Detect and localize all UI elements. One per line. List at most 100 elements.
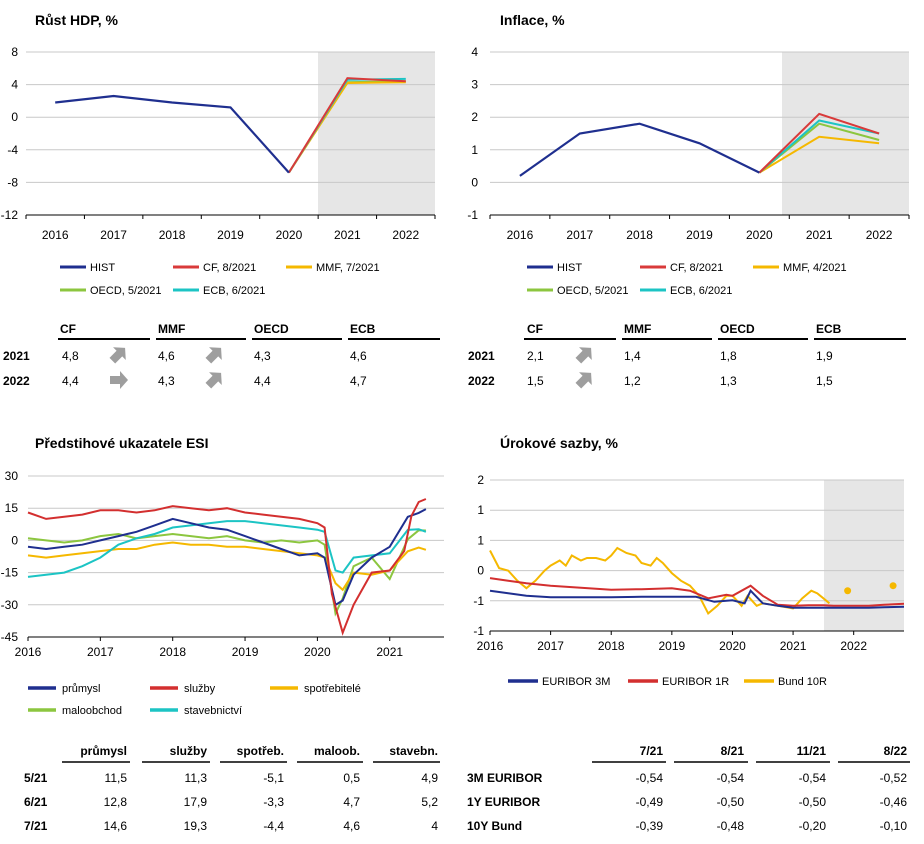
- rates-table-row-label: 10Y Bund: [467, 819, 522, 833]
- gdp-table-cell: 4,3: [254, 349, 271, 363]
- y-tick-label: -15: [1, 566, 19, 580]
- x-tick-label: 2020: [276, 228, 303, 242]
- gdp-forecast-table: CF MMF OECD ECB 2021 4,8 4,6 4,3 4,6 202…: [3, 322, 440, 389]
- series-line: [27, 520, 427, 578]
- rates-table-cell: -0,46: [880, 795, 908, 809]
- gdp-panel: Růst HDP, % 840-4-8-12 2016 2017 2018 2019 2…: [1, 12, 436, 297]
- esi-title: Předstihové ukazatele ESI: [35, 435, 209, 451]
- x-tick-label: 2018: [159, 645, 186, 659]
- y-tick-label: -1: [473, 624, 484, 638]
- y-tick-label: -45: [1, 630, 19, 644]
- esi-table-cell: 14,6: [104, 819, 128, 833]
- x-tick-label: 2018: [159, 228, 186, 242]
- legend-label: CF, 8/2021: [203, 262, 256, 274]
- x-tick-label: 2022: [392, 228, 419, 242]
- x-tick-label: 2016: [477, 639, 504, 653]
- x-tick-label: 2018: [598, 639, 625, 653]
- esi-panel: Předstihové ukazatele ESI 30 15 0 -15 -30 -45…: [1, 435, 444, 717]
- infl-table-header-ecb: ECB: [816, 322, 842, 336]
- series-line: [288, 77, 406, 174]
- rates-table-cell: -0,50: [717, 795, 745, 809]
- infl-table-cell: 1,3: [720, 374, 737, 388]
- x-tick-label: 2020: [304, 645, 331, 659]
- legend-label: stavebnictví: [184, 705, 242, 717]
- gdp-table-header-mmf: MMF: [158, 322, 185, 336]
- esi-table-cell: 11,5: [105, 771, 128, 785]
- arrow-up-right-icon: [575, 372, 592, 389]
- legend-label: služby: [184, 683, 216, 695]
- x-tick-label: 2017: [87, 645, 114, 659]
- gdp-y-axis: 8 4 0 -4 -8 -12: [1, 45, 435, 222]
- legend-label: EURIBOR 3M: [542, 676, 610, 688]
- x-tick-label: 2018: [626, 228, 653, 242]
- arrow-up-right-icon: [109, 347, 126, 364]
- esi-x-axis: 2016 2017 2018 2019 2020 2021: [15, 637, 403, 659]
- y-tick-label: -8: [7, 175, 18, 189]
- esi-grid: [28, 475, 444, 638]
- gdp-table-cell: 4,7: [350, 374, 367, 388]
- legend-label: HIST: [90, 262, 115, 274]
- series-line: [489, 577, 905, 607]
- gdp-table-cell: 4,4: [254, 374, 271, 388]
- gdp-table-cell: 4,4: [62, 374, 79, 388]
- esi-y-axis: 30 15 0 -15 -30 -45: [1, 469, 444, 644]
- esi-table-cell: -4,4: [263, 819, 284, 833]
- y-tick-label: 8: [11, 45, 18, 59]
- x-tick-label: 2019: [686, 228, 713, 242]
- series-line: [489, 546, 831, 615]
- x-tick-label: 2021: [334, 228, 361, 242]
- legend-label: MMF, 4/2021: [783, 262, 847, 274]
- y-tick-label: -4: [7, 143, 18, 157]
- rates-table-header: 7/21: [640, 744, 664, 758]
- y-tick-label: 4: [11, 78, 18, 92]
- infl-table-cell: 1,2: [624, 374, 641, 388]
- gdp-legend: HIST CF, 8/2021 MMF, 7/2021 OECD, 5/2021 ECB…: [60, 262, 380, 297]
- legend-label: OECD, 5/2021: [557, 285, 629, 297]
- y-tick-label: -1: [467, 208, 478, 222]
- rates-table-cell: -0,20: [799, 819, 827, 833]
- rates-table-row-label: 3M EURIBOR: [467, 771, 543, 785]
- infl-table-cell: 1,4: [624, 349, 641, 363]
- rates-table-cell: -0,54: [636, 771, 664, 785]
- x-tick-label: 2016: [15, 645, 42, 659]
- inflation-forecast-table: CF MMF OECD ECB 2021 2,1 1,4 1,8 1,9 202…: [468, 322, 906, 389]
- x-tick-label: 2019: [232, 645, 259, 659]
- gdp-table-header-oecd: OECD: [254, 322, 289, 336]
- esi-table-cell: 12,8: [104, 795, 128, 809]
- x-tick-label: 2020: [719, 639, 746, 653]
- legend-label: HIST: [557, 262, 582, 274]
- legend-label: spotřebitelé: [304, 683, 361, 695]
- gdp-table-header-ecb: ECB: [350, 322, 376, 336]
- arrow-right-icon: [110, 371, 128, 389]
- series-line: [758, 135, 880, 174]
- esi-table-cell: 4,7: [343, 795, 360, 809]
- esi-table-row-label: 7/21: [24, 819, 48, 833]
- x-tick-label: 2017: [537, 639, 564, 653]
- rates-table-row-label: 1Y EURIBOR: [467, 795, 540, 809]
- esi-table-row-label: 6/21: [24, 795, 48, 809]
- esi-table-cell: 0,5: [343, 771, 360, 785]
- infl-table-cell: 1,9: [816, 349, 833, 363]
- rates-table-cell: -0,50: [799, 795, 827, 809]
- inflation-x-axis: 2016 2017 2018 2019 2020 2021 2022: [489, 215, 910, 242]
- rates-y-axis: 2 1 1 0 -1 -1: [473, 473, 904, 638]
- inflation-y-axis: 4 3 2 1 0 -1: [467, 45, 909, 222]
- esi-table-header: stavebn.: [389, 744, 438, 758]
- y-tick-label: 1: [477, 503, 484, 517]
- series-line: [55, 94, 290, 174]
- gdp-table-cell: 4,6: [350, 349, 367, 363]
- rates-table-header: 8/21: [721, 744, 745, 758]
- rates-table-header: 8/22: [884, 744, 908, 758]
- rates-table-cell: -0,10: [880, 819, 908, 833]
- gdp-table-header-cf: CF: [60, 322, 76, 336]
- rates-table-cell: -0,49: [636, 795, 664, 809]
- y-tick-label: 4: [471, 45, 478, 59]
- rates-table-cell: -0,54: [799, 771, 827, 785]
- gdp-table-cell: 4,8: [62, 349, 79, 363]
- gdp-table-year: 2022: [3, 374, 30, 388]
- rates-table-rows: 3M EURIBOR -0,54 -0,54 -0,54 -0,52 1Y EURIBOR…: [467, 771, 907, 833]
- forecast-point: [844, 587, 852, 595]
- legend-label: EURIBOR 1R: [662, 676, 729, 688]
